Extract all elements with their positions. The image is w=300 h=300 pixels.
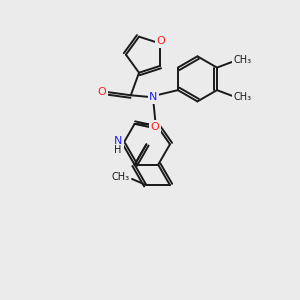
Text: CH₃: CH₃ xyxy=(233,92,252,102)
Text: O: O xyxy=(157,37,166,46)
Text: N: N xyxy=(149,92,158,102)
Text: H: H xyxy=(114,146,122,155)
Text: O: O xyxy=(98,87,106,97)
Text: CH₃: CH₃ xyxy=(112,172,130,182)
Text: N: N xyxy=(113,136,122,146)
Text: O: O xyxy=(151,122,160,132)
Text: CH₃: CH₃ xyxy=(233,56,252,65)
